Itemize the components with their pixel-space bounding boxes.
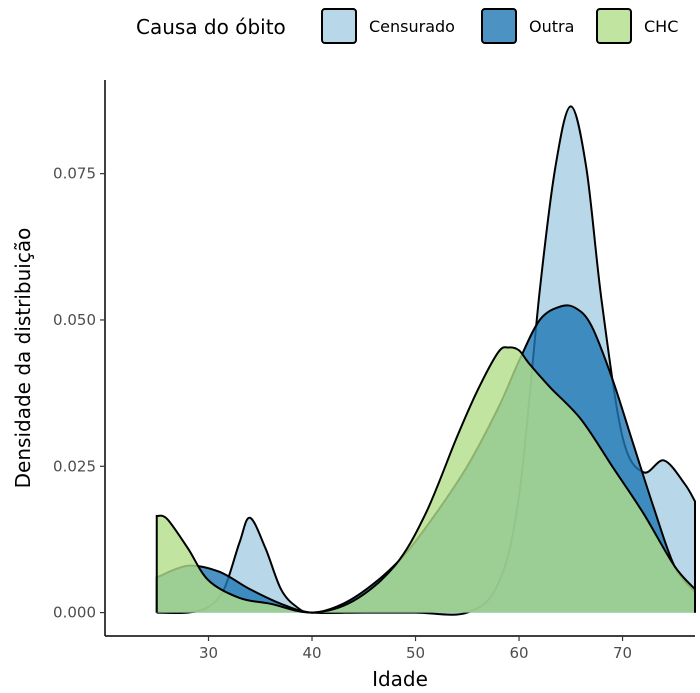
x-tick-label: 30 [199,644,218,662]
density-line-chc [155,346,696,614]
y-axis-title: Densidade da distribuição [11,228,35,489]
density-area-chc [156,347,695,613]
x-tick-label: 50 [406,644,425,662]
x-tick-label: 70 [613,644,632,662]
density-areas [155,105,696,616]
y-tick-label: 0.025 [53,457,96,475]
legend-title: Causa do óbito [136,15,286,39]
x-axis-title: Idade [372,667,428,691]
y-tick-label: 0.075 [53,165,96,183]
legend-key-censurado [321,8,357,44]
x-tick-label: 40 [302,644,321,662]
legend-key-outra [481,8,517,44]
legend-label-outra: Outra [529,17,574,36]
legend-label-chc: CHC [644,17,678,36]
x-tick-label: 60 [509,644,528,662]
axes: 0.000 0.025 0.050 0.075 30 40 50 60 70 Idade Densi… [11,80,695,691]
legend: Causa do óbito Censurado Outra CHC [136,8,678,44]
legend-key-chc [596,8,632,44]
y-tick-label: 0.000 [53,604,96,622]
y-tick-label: 0.050 [53,311,96,329]
legend-label-censurado: Censurado [369,17,455,36]
